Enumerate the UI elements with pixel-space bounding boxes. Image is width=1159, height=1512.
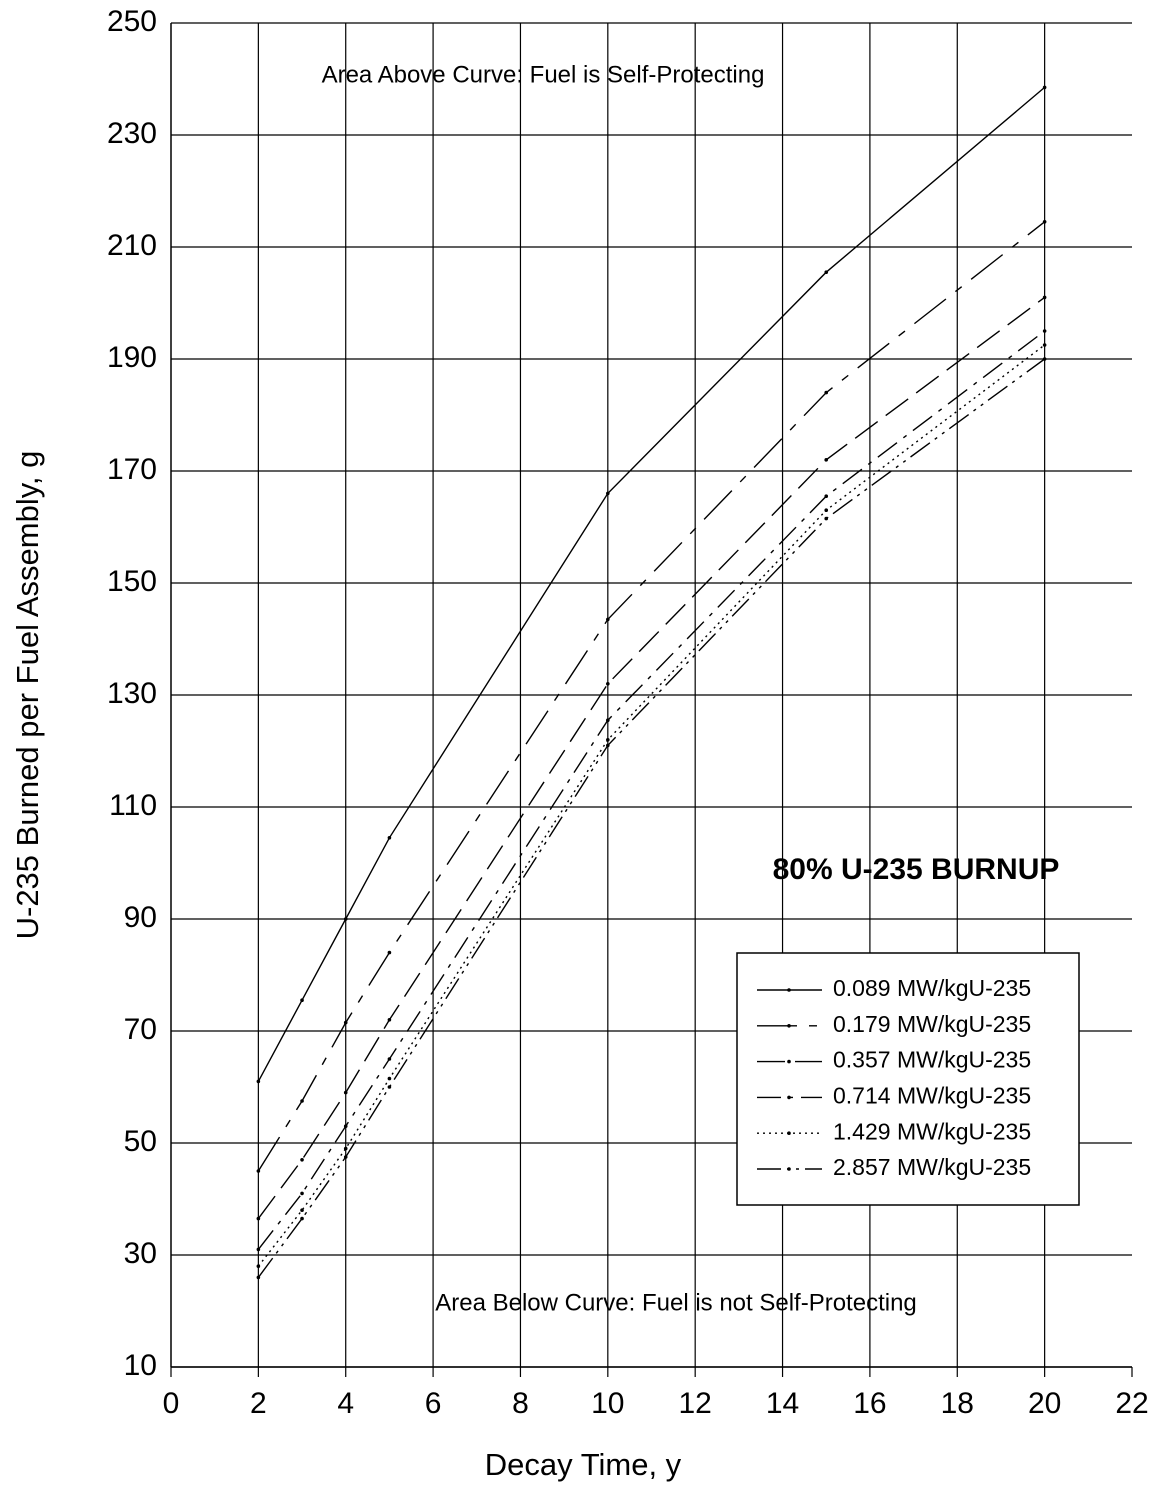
annotation: 80% U-235 BURNUP <box>773 853 1060 886</box>
y-tick-label: 70 <box>124 1013 157 1046</box>
x-tick-label: 22 <box>1115 1387 1148 1420</box>
data-point <box>1042 329 1047 333</box>
data-point <box>343 1090 348 1095</box>
data-point <box>343 917 348 921</box>
data-point <box>300 1158 304 1162</box>
legend-label: 0.089 MW/kgU-235 <box>833 975 1031 1001</box>
y-axis-title: U-235 Burned per Fuel Assembly, g <box>10 451 45 940</box>
annotation: Area Below Curve: Fuel is not Self-Prote… <box>435 1289 917 1316</box>
legend-label: 0.357 MW/kgU-235 <box>833 1047 1031 1073</box>
data-point <box>606 491 610 496</box>
y-tick-label: 170 <box>107 453 157 486</box>
data-point <box>387 950 392 955</box>
data-point <box>606 743 610 748</box>
data-point <box>256 1079 261 1084</box>
data-point <box>300 1191 304 1196</box>
data-point <box>606 738 610 742</box>
data-point <box>606 682 610 686</box>
data-point <box>824 494 829 499</box>
data-point <box>824 508 829 512</box>
data-point <box>300 1208 304 1212</box>
y-tick-label: 250 <box>107 5 157 38</box>
data-point <box>300 998 304 1002</box>
legend-dot <box>787 988 791 992</box>
data-point <box>1042 220 1047 224</box>
data-point <box>1042 357 1047 361</box>
x-tick-label: 16 <box>853 1387 886 1420</box>
data-point <box>387 1076 392 1081</box>
legend-dot <box>787 1024 791 1028</box>
x-tick-label: 18 <box>941 1387 974 1420</box>
data-point <box>300 1216 304 1221</box>
data-point <box>824 270 829 275</box>
data-point <box>256 1264 261 1268</box>
data-point <box>256 1247 261 1252</box>
data-point <box>343 1146 348 1151</box>
data-point <box>387 1018 392 1022</box>
data-point <box>1042 85 1047 90</box>
y-tick-label: 190 <box>107 341 157 374</box>
legend-dot <box>787 1131 791 1135</box>
legend-dot <box>787 1095 791 1100</box>
annotation: Area Above Curve: Fuel is Self-Protectin… <box>322 61 765 88</box>
data-point <box>1042 295 1047 300</box>
legend-dot <box>787 1059 791 1064</box>
data-point <box>300 1099 304 1103</box>
legend-box <box>736 952 1080 1206</box>
y-tick-label: 210 <box>107 229 157 262</box>
y-tick-label: 130 <box>107 677 157 710</box>
x-tick-label: 8 <box>512 1387 529 1420</box>
legend-label: 2.857 MW/kgU-235 <box>833 1154 1031 1180</box>
data-point <box>606 718 610 722</box>
legend-dot <box>787 1167 791 1171</box>
legend-label: 0.714 MW/kgU-235 <box>833 1082 1031 1108</box>
data-point <box>387 1085 392 1089</box>
y-tick-label: 10 <box>124 1349 157 1382</box>
y-tick-label: 150 <box>107 565 157 598</box>
x-tick-label: 14 <box>766 1387 799 1420</box>
x-tick-label: 20 <box>1028 1387 1061 1420</box>
data-point <box>343 1155 348 1159</box>
data-point <box>824 390 829 395</box>
x-tick-label: 4 <box>337 1387 354 1420</box>
y-tick-label: 90 <box>124 901 157 934</box>
x-tick-label: 2 <box>250 1387 267 1420</box>
y-tick-label: 30 <box>124 1237 157 1270</box>
y-tick-label: 50 <box>124 1125 157 1158</box>
data-point <box>343 1020 348 1025</box>
data-point <box>256 1275 261 1280</box>
y-tick-label: 110 <box>109 789 157 822</box>
data-point <box>343 1124 348 1128</box>
data-point <box>1042 343 1047 347</box>
data-point <box>387 1057 392 1061</box>
x-axis-title: Decay Time, y <box>485 1447 682 1482</box>
series-line <box>257 86 1046 1082</box>
data-point <box>606 617 610 622</box>
x-tick-label: 6 <box>425 1387 442 1420</box>
y-tick-label: 230 <box>107 117 157 150</box>
legend-label: 0.179 MW/kgU-235 <box>833 1011 1031 1037</box>
data-point <box>824 516 829 521</box>
data-point <box>824 458 829 462</box>
x-tick-label: 10 <box>591 1387 624 1420</box>
data-point <box>387 836 392 840</box>
data-point <box>256 1169 261 1173</box>
legend-label: 1.429 MW/kgU-235 <box>833 1118 1031 1144</box>
data-point <box>256 1216 261 1221</box>
x-tick-label: 12 <box>678 1387 711 1420</box>
x-tick-label: 0 <box>163 1387 180 1420</box>
